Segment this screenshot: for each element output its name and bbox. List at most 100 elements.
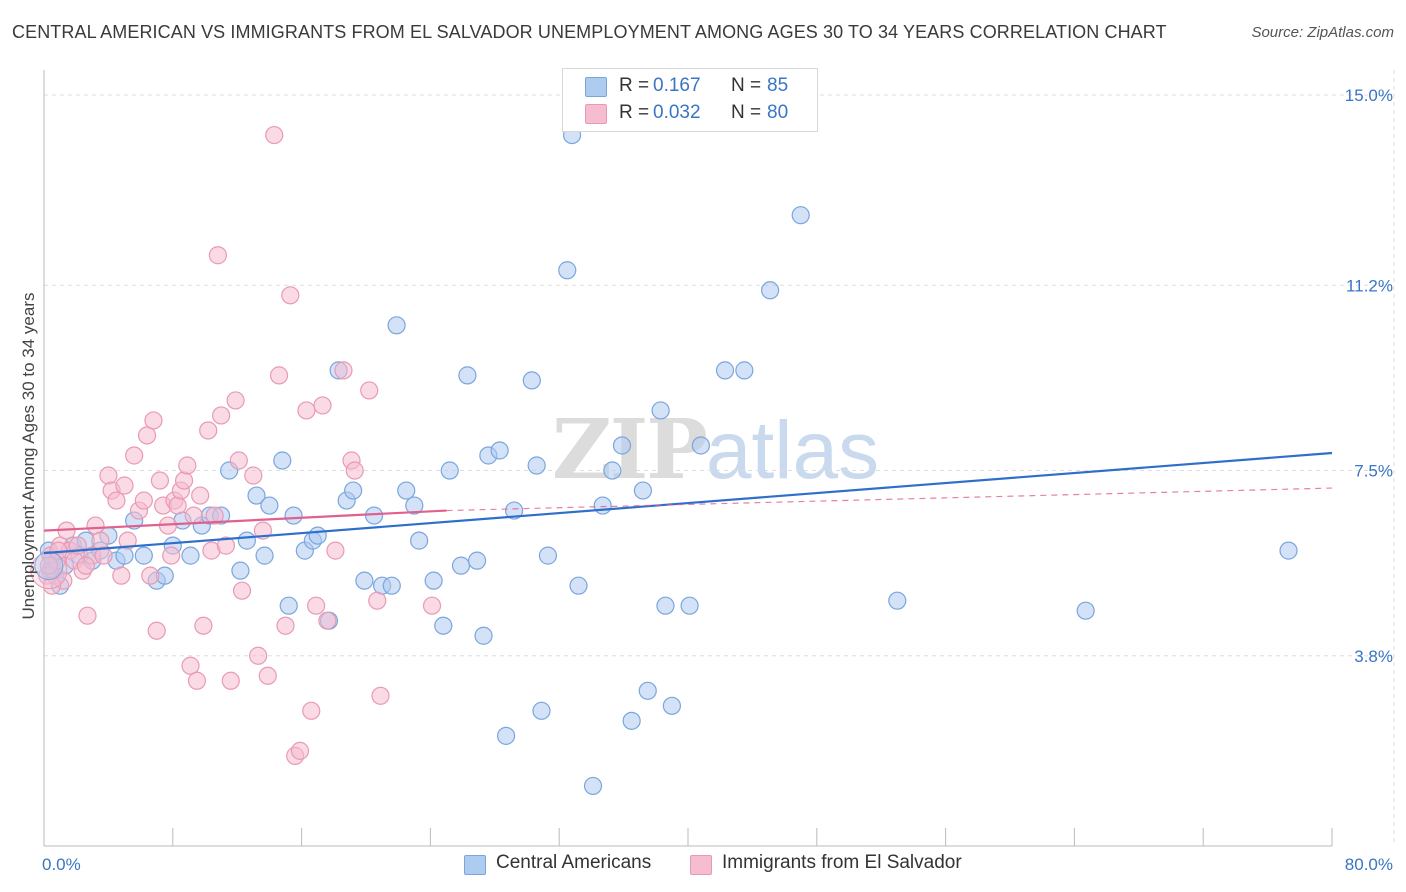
- el-salvador-point: [99, 466, 118, 485]
- central-american-point: [527, 456, 546, 475]
- legend-n-value: 80: [767, 102, 789, 123]
- y-tick-label: 15.0%: [1345, 86, 1393, 105]
- central-american-point: [638, 681, 657, 700]
- el-salvador-point: [318, 611, 337, 630]
- el-salvador-point: [147, 621, 166, 640]
- central-american-point: [308, 526, 327, 545]
- x-tick-label: 80.0%: [1345, 855, 1393, 874]
- central-american-point: [496, 726, 516, 745]
- watermark-zip: ZIP: [552, 402, 708, 498]
- legend-n-label: N =: [731, 102, 762, 123]
- central-american-point: [181, 546, 200, 565]
- el-salvador-point: [281, 286, 300, 305]
- el-salvador-point: [184, 506, 203, 525]
- el-salvador-point: [244, 466, 263, 485]
- el-salvador-point: [125, 446, 144, 465]
- central-american-point: [458, 366, 477, 385]
- central-american-point: [382, 576, 401, 595]
- central-american-point: [715, 361, 735, 380]
- central-american-point: [612, 436, 632, 455]
- el-salvador-point: [76, 556, 95, 575]
- central-american-point: [662, 696, 682, 715]
- axis-layer: [43, 70, 1333, 847]
- el-salvador-point: [345, 461, 364, 480]
- central-american-point: [583, 776, 603, 796]
- central-american-point: [651, 401, 670, 420]
- central-american-point: [558, 261, 577, 280]
- legend-r-value: 0.032: [653, 102, 701, 123]
- central-american-point: [440, 461, 459, 480]
- central-american-point: [522, 371, 541, 390]
- central-american-point: [532, 701, 551, 720]
- central-american-point: [344, 481, 363, 500]
- el-salvador-point: [118, 531, 137, 550]
- el-salvador-point: [313, 396, 332, 415]
- el-salvador-point: [107, 491, 126, 510]
- el-salvador-point: [86, 516, 105, 535]
- el-salvador-point: [265, 125, 284, 145]
- central-american-point: [397, 481, 416, 500]
- central-american-point: [538, 546, 558, 565]
- central-american-point: [603, 461, 622, 480]
- central-american-point: [467, 551, 487, 570]
- el-salvador-point: [422, 596, 442, 615]
- central-american-point: [247, 486, 266, 505]
- central-american-point: [474, 626, 493, 645]
- el-salvador-point: [276, 616, 295, 635]
- source-credit: Source: ZipAtlas.com: [1251, 24, 1394, 41]
- el-salvador-point: [115, 476, 134, 495]
- central-american-point: [279, 596, 298, 615]
- central-american-point: [405, 496, 424, 515]
- label-layer: 3.8% 7.5% 11.2% 15.0% 0.0% 80.0% Unemployment …: [19, 86, 1393, 874]
- central-american-point: [387, 316, 406, 335]
- legend-n-value: 85: [767, 75, 789, 96]
- el-salvador-point: [178, 456, 197, 475]
- el-salvador-point: [221, 671, 240, 690]
- correlation-legend: R = 0.167 N = 85 R = 0.032 N = 80: [562, 68, 818, 132]
- legend-swatch-blue: [464, 855, 486, 875]
- el-salvador-point: [144, 411, 163, 430]
- series-legend: Central Americans Immigrants from El Sal…: [0, 852, 1406, 878]
- central-american-point: [505, 501, 524, 520]
- central-american-point: [735, 361, 754, 380]
- central-american-point: [424, 571, 443, 590]
- el-salvador-point: [78, 606, 97, 625]
- legend-swatch-blue: [585, 77, 607, 97]
- central-american-point: [622, 711, 641, 730]
- el-salvador-point: [360, 381, 379, 400]
- central-american-point: [656, 596, 675, 615]
- el-salvador-point: [42, 576, 62, 595]
- central-american-point: [260, 496, 279, 515]
- el-salvador-point: [212, 406, 231, 425]
- legend-label: Central Americans: [496, 852, 652, 873]
- central-american-point: [364, 506, 384, 525]
- legend-r-label: R =: [619, 102, 650, 123]
- trend-layer: [43, 451, 1333, 555]
- legend-n-label: N =: [731, 75, 762, 96]
- central-american-point: [761, 281, 780, 300]
- legend-label: Immigrants from El Salvador: [722, 852, 962, 873]
- el-salvador-point: [290, 741, 310, 760]
- central-american-point: [255, 546, 274, 565]
- el-salvador-point: [94, 546, 113, 565]
- y-tick-label: 7.5%: [1354, 462, 1393, 481]
- el-salvador-point: [326, 541, 345, 560]
- el-salvador-point: [302, 701, 321, 720]
- el-salvador-point: [269, 366, 289, 385]
- el-salvador-point: [191, 486, 210, 505]
- el-salvador-point: [194, 616, 213, 635]
- central-american-point: [633, 481, 653, 500]
- points-layer: [30, 125, 1298, 796]
- el-salvador-point: [371, 686, 390, 705]
- legend-swatch-pink: [585, 104, 607, 124]
- central-american-point: [273, 451, 292, 470]
- el-salvador-point: [306, 596, 326, 615]
- central-american-point: [680, 596, 699, 615]
- y-axis-label: Unemployment Among Ages 30 to 34 years: [19, 293, 38, 620]
- watermark-atlas: atlas: [705, 405, 880, 496]
- legend-r-value: 0.167: [653, 75, 701, 96]
- el-salvador-point: [112, 566, 131, 585]
- el-salvador-point: [174, 471, 194, 490]
